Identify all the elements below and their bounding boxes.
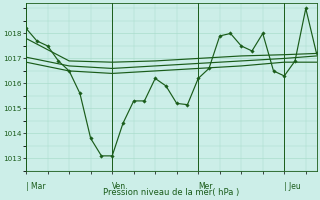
Text: | Jeu: | Jeu <box>284 182 301 191</box>
Text: Mer: Mer <box>198 182 213 191</box>
Text: | Mar: | Mar <box>26 182 46 191</box>
Text: Ven: Ven <box>112 182 126 191</box>
X-axis label: Pression niveau de la mer( hPa ): Pression niveau de la mer( hPa ) <box>103 188 239 197</box>
